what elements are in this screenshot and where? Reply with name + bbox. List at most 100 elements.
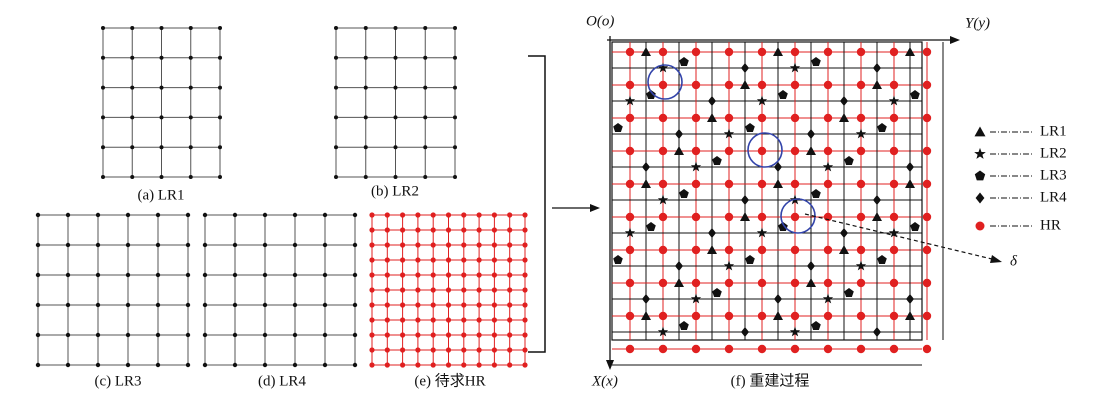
hr-point <box>856 212 866 222</box>
grid-point <box>507 362 513 368</box>
grid-point <box>125 302 131 308</box>
star <box>624 95 636 106</box>
grid-point <box>445 257 452 263</box>
grid-point <box>188 26 193 30</box>
hr-point <box>757 179 767 189</box>
grid-point <box>65 212 71 218</box>
grid-point <box>384 272 390 278</box>
delta-arrow <box>804 213 997 261</box>
hr-point <box>889 245 899 255</box>
grid-point <box>445 227 452 233</box>
grid-point <box>125 362 131 368</box>
grid-point <box>159 115 164 120</box>
grid-point <box>262 302 268 308</box>
grid-point <box>384 332 390 338</box>
grid-point <box>202 272 208 278</box>
grid-point <box>400 272 406 278</box>
triangle <box>773 47 783 56</box>
legend-label: LR2 <box>1040 145 1067 161</box>
grid-point <box>292 212 298 218</box>
grid-point <box>415 227 421 233</box>
grid-point <box>491 302 497 308</box>
pentagon <box>811 189 821 198</box>
grid-point <box>384 257 390 263</box>
grid-point <box>476 362 482 368</box>
grid-point <box>352 272 358 278</box>
grid-point <box>262 212 268 218</box>
star <box>723 128 735 139</box>
grids <box>35 26 528 368</box>
grid-point <box>232 332 238 338</box>
diamond <box>906 294 914 304</box>
grid-point <box>507 287 513 293</box>
hr-point <box>658 47 668 57</box>
grid-point <box>491 332 497 338</box>
hr-point <box>658 212 668 222</box>
hr-point <box>922 179 932 189</box>
grid-point <box>322 332 328 338</box>
star <box>756 227 768 238</box>
hr-point <box>757 113 767 123</box>
grid-point <box>369 257 375 263</box>
star <box>723 260 735 271</box>
grid-point <box>476 227 482 233</box>
grid-point <box>400 332 406 338</box>
grid-point <box>461 227 467 233</box>
grid-point <box>453 85 457 90</box>
grid-point <box>522 212 528 218</box>
grid-point <box>445 242 452 248</box>
hr-point <box>625 278 635 288</box>
hr-point <box>889 344 899 354</box>
grid-point <box>445 317 452 323</box>
grid-point <box>65 332 71 338</box>
hr-point <box>889 311 899 321</box>
triangle <box>872 212 882 221</box>
star <box>690 293 702 304</box>
grid-point <box>159 85 164 90</box>
grid-point <box>188 175 193 179</box>
pentagon <box>613 255 623 264</box>
diamond <box>975 192 985 204</box>
grid-point <box>218 55 222 60</box>
diamond <box>873 327 881 337</box>
grid-point <box>461 212 467 218</box>
caption: (e) 待求HR <box>414 372 485 389</box>
grid-point <box>130 55 135 60</box>
grid-point <box>322 302 328 308</box>
grid-point <box>453 115 457 120</box>
grid-point <box>125 272 131 278</box>
hr-point <box>691 113 701 123</box>
grid-point <box>125 212 131 218</box>
grid-point <box>363 85 368 90</box>
pentagon <box>712 288 722 297</box>
caption: (a) LR1 <box>137 187 184 203</box>
grid-point <box>232 242 238 248</box>
grid-point <box>522 242 528 248</box>
pentagon <box>811 321 821 330</box>
grid-point <box>95 362 101 368</box>
triangle <box>839 113 849 122</box>
grid-point <box>522 302 528 308</box>
triangle <box>641 311 651 320</box>
grid-point <box>101 85 105 90</box>
grid-point <box>35 212 41 218</box>
frame <box>611 41 923 341</box>
grid-point <box>415 212 421 218</box>
grid-point <box>218 175 222 179</box>
highlight <box>747 132 783 168</box>
pentagon <box>844 156 854 165</box>
hr-point <box>757 344 767 354</box>
diamond <box>642 294 650 304</box>
grid-point <box>522 362 528 368</box>
grid-point <box>415 362 421 368</box>
grid-point <box>369 347 375 353</box>
grid-point <box>445 302 452 308</box>
hr-point <box>691 47 701 57</box>
grid-point <box>125 242 131 248</box>
grid-point <box>453 175 457 179</box>
hr-point <box>823 245 833 255</box>
hr-point <box>823 146 833 156</box>
grid-point <box>423 55 428 60</box>
diamond <box>741 327 749 337</box>
axis-head <box>606 360 614 370</box>
